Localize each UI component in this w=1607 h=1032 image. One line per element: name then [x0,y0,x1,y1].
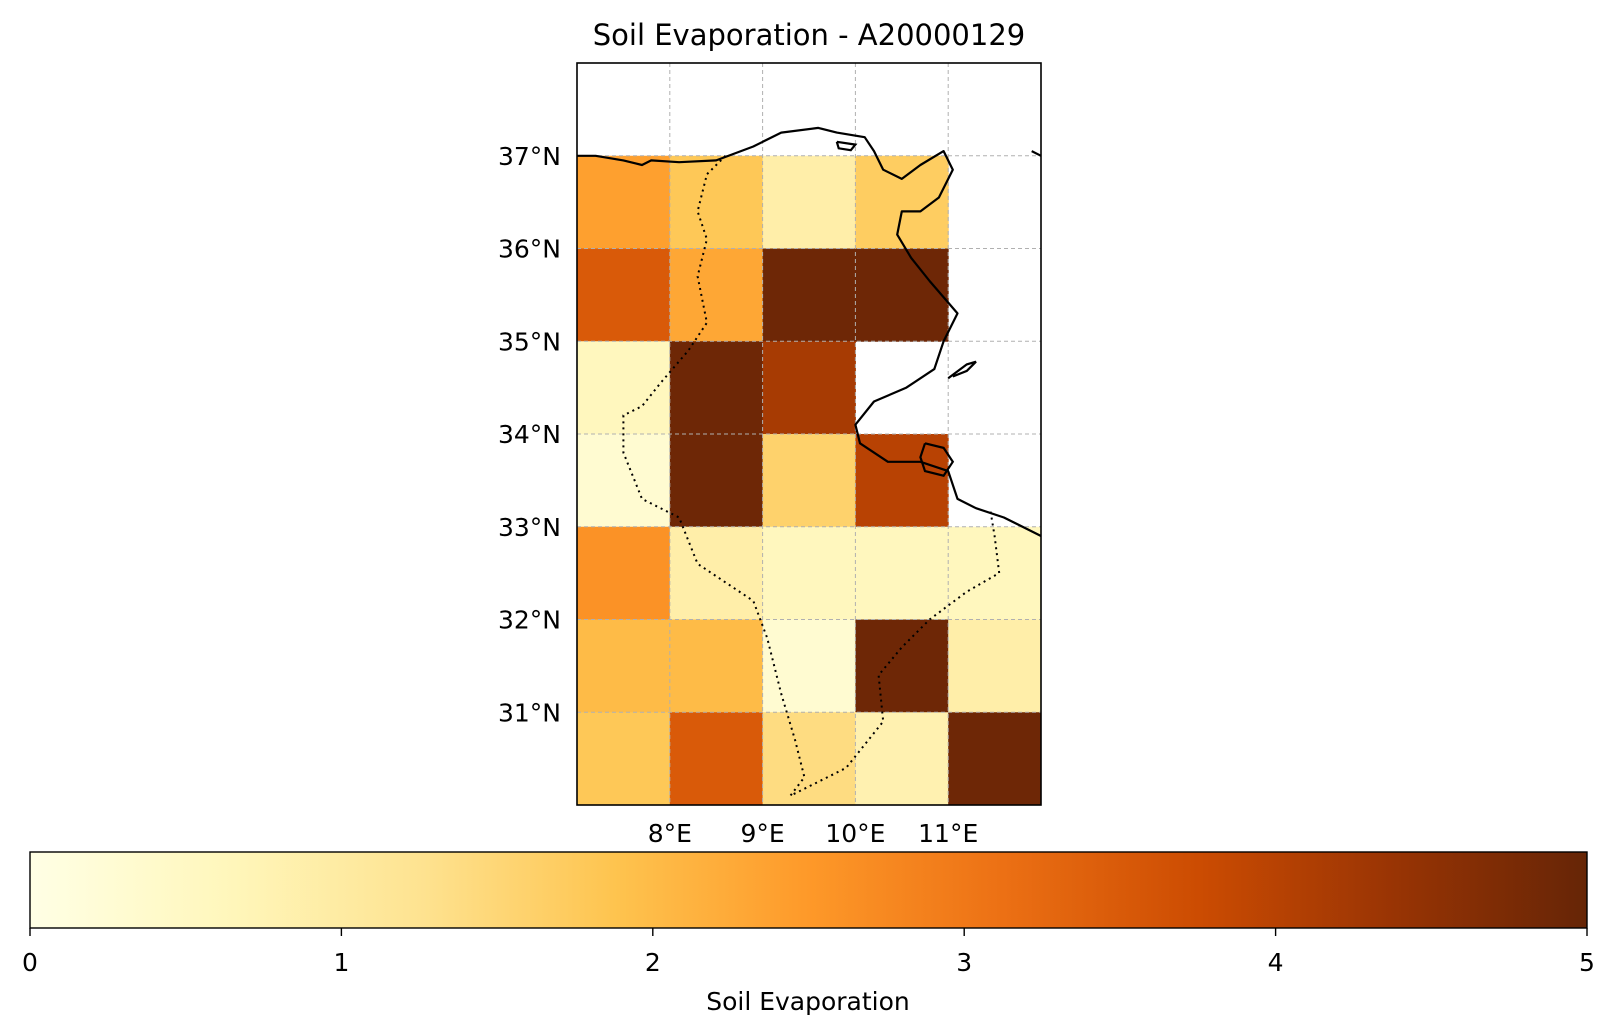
heatmap-cell [762,712,856,805]
heatmap-cell [762,341,856,435]
heatmap-cell [855,619,949,713]
colorbar-ticks: 0 1 2 3 4 5 [22,928,1595,977]
heatmap-cell [762,248,856,342]
gridlines [577,63,1041,805]
heatmap-cell [669,341,764,435]
heatmap-cell [855,712,949,805]
heatmap-cell [855,248,949,342]
heatmap-cell [762,526,856,620]
heatmap-cell [948,619,1041,713]
island-outline [919,442,955,477]
colorbar-tick-label: 3 [956,948,972,977]
y-tick-label: 33°N [498,513,561,542]
y-tick-label: 34°N [498,420,561,449]
y-tick-label: 31°N [498,698,561,727]
y-tick-labels: 37°N 36°N 35°N 34°N 33°N 32°N 31°N [498,142,561,728]
x-tick-labels: 8°E 9°E 10°E 11°E [648,819,979,848]
chart-title: Soil Evaporation - A20000129 [593,18,1025,52]
colorbar-tick-label: 1 [333,948,349,977]
colorbar-tick-label: 0 [22,948,38,977]
heatmap-cell [669,434,764,528]
x-tick-label: 10°E [825,819,885,848]
y-tick-label: 37°N [498,142,561,171]
x-tick-label: 11°E [918,819,978,848]
heatmap-cells [577,155,1041,805]
heatmap-cell [577,526,671,620]
heatmap-cell [762,434,856,528]
map-outlines [577,126,1041,797]
heatmap-cell [577,434,671,528]
heatmap-cell [669,712,764,805]
y-tick-label: 32°N [498,606,561,635]
heatmap-cell [669,526,764,620]
map-frame [576,62,1042,806]
heatmap-cell [669,155,764,249]
heatmap-cell [577,619,671,713]
map-area [577,63,1041,805]
colorbar-tick-label: 5 [1579,948,1595,977]
heatmap-cell [855,434,949,528]
island-outline [835,140,858,152]
coastline [577,126,1041,537]
heatmap-cell [762,619,856,713]
x-tick-label: 8°E [648,819,692,848]
heatmap-cell [855,155,949,249]
heatmap-cell [855,526,949,620]
coastline [1031,150,1041,157]
y-tick-label: 35°N [498,327,561,356]
colorbar-tick-label: 4 [1268,948,1284,977]
colorbar-label: Soil Evaporation [706,987,910,1016]
heatmap-cell [577,341,671,435]
colorbar-tick-label: 2 [645,948,661,977]
x-tick-label: 9°E [740,819,784,848]
heatmap-cell [669,248,764,342]
y-tick-label: 36°N [498,235,561,264]
heatmap-cell [577,712,671,805]
heatmap-cell [948,526,1041,620]
heatmap-cell [577,155,671,249]
colorbar [29,851,1588,929]
island-outline [947,360,977,380]
heatmap-cell [948,712,1041,805]
heatmap-cell [669,619,764,713]
heatmap-cell [762,155,856,249]
heatmap-cell [577,248,671,342]
